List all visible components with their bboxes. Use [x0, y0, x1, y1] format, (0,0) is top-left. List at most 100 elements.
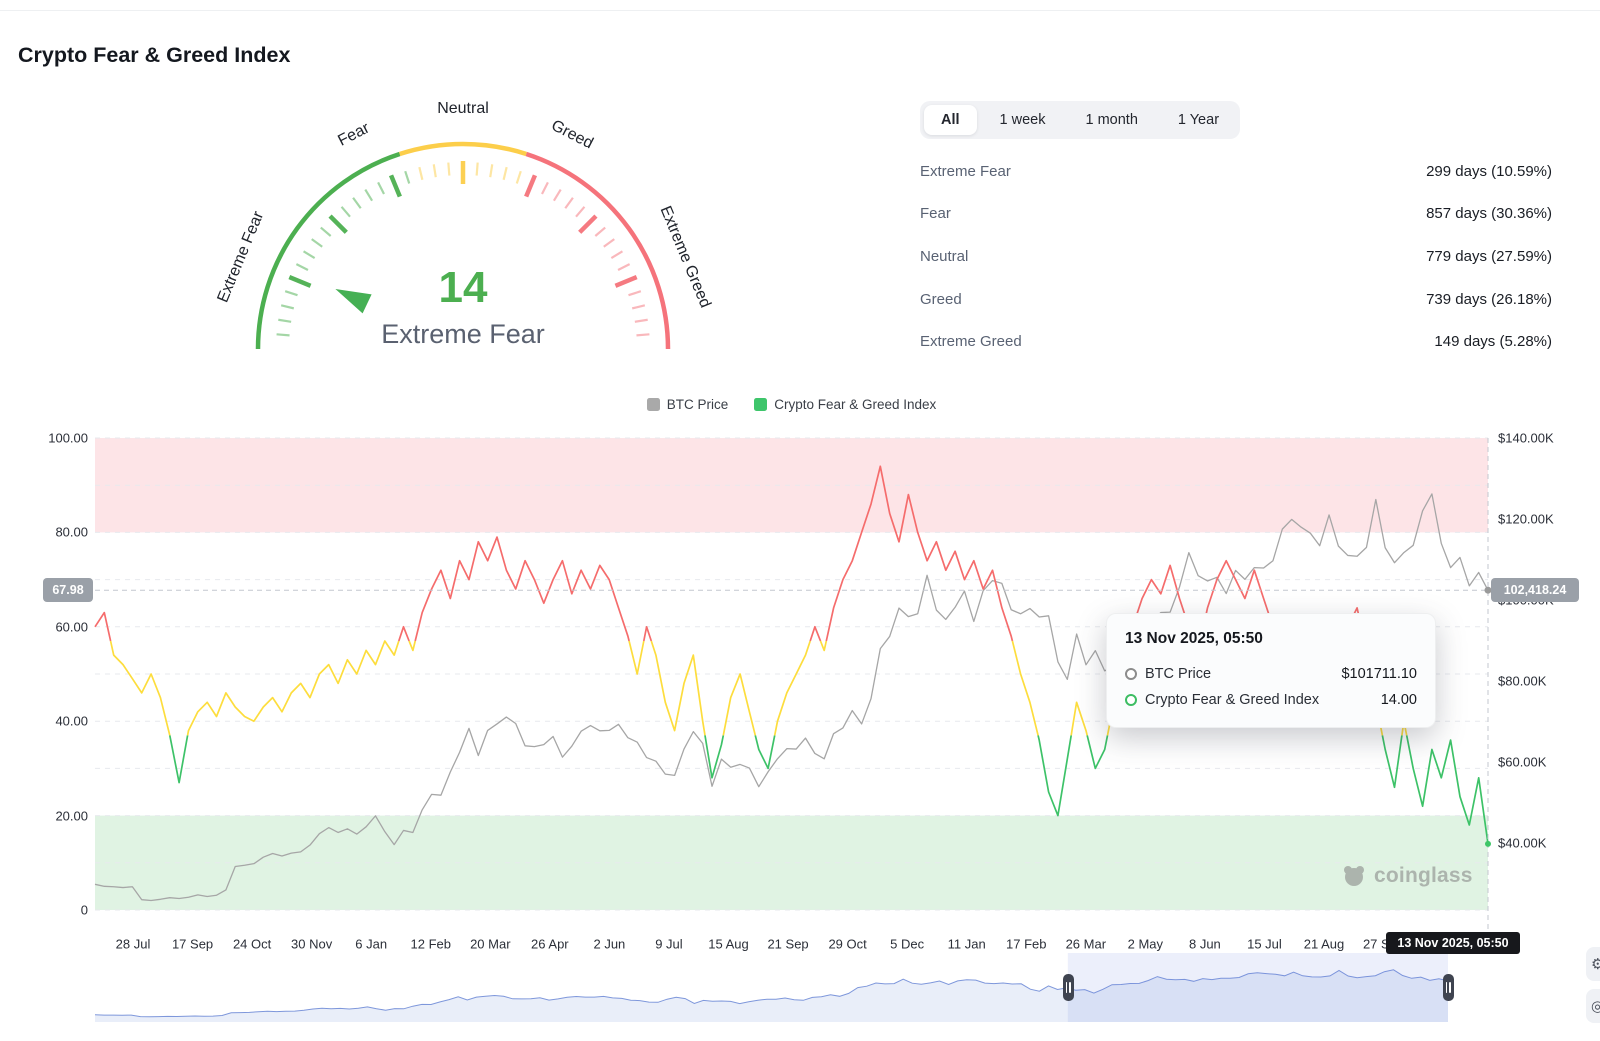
navigator-selection[interactable] — [1067, 953, 1448, 1022]
gauge-tick — [432, 164, 437, 178]
legend-label: BTC Price — [666, 397, 729, 412]
right-axis-label: $60.00K — [1498, 754, 1547, 770]
fear-greed-line — [397, 625, 410, 642]
gauge-tick — [320, 226, 332, 237]
chart-legend: BTC Price Crypto Fear & Greed Index — [95, 397, 1488, 412]
x-axis-label: 12 Feb — [410, 936, 451, 952]
gauge-tick — [552, 188, 562, 202]
range-tab-1-year[interactable]: 1 Year — [1161, 105, 1236, 135]
fear-greed-line — [1405, 735, 1489, 845]
stat-row: Greed 739 days (26.18%) — [920, 278, 1552, 321]
chart-snapshot-button[interactable]: ◎ — [1586, 989, 1600, 1023]
gauge-tick — [328, 214, 348, 234]
tooltip-series-label: Crypto Fear & Greed Index — [1145, 692, 1320, 708]
gauge-tick — [475, 162, 479, 176]
x-axis-label: 11 Jan — [947, 936, 986, 952]
range-tab-all[interactable]: All — [924, 105, 977, 135]
gauge-tick — [502, 166, 508, 181]
stat-value: 299 days (10.59%) — [1426, 162, 1552, 180]
crosshair-right-axis-badge: 102,418.24 — [1491, 578, 1579, 602]
crosshair-left-axis-badge: 67.98 — [43, 578, 93, 602]
stat-label: Extreme Greed — [920, 333, 1022, 351]
fear-greed-line — [819, 640, 828, 652]
gauge-tick — [280, 304, 295, 310]
x-axis-label: 21 Aug — [1303, 936, 1345, 952]
stat-label: Fear — [920, 205, 951, 223]
tooltip-series-label: BTC Price — [1145, 666, 1212, 682]
x-axis-label: 8 Jun — [1188, 936, 1221, 952]
fear-greed-line — [1037, 735, 1073, 817]
navigator-area[interactable] — [95, 969, 1448, 1022]
camera-icon: ◎ — [1591, 997, 1600, 1015]
right-axis-label: $80.00K — [1498, 673, 1547, 689]
stat-label: Greed — [920, 290, 962, 308]
x-axis-label: 20 Mar — [470, 936, 511, 952]
x-axis-label: 29 Oct — [828, 936, 867, 952]
gauge-tick — [284, 290, 298, 297]
legend-item-btc-price[interactable]: BTC Price — [646, 397, 729, 412]
stat-label: Extreme Fear — [920, 162, 1011, 180]
gauge-tick — [311, 238, 323, 248]
btc-last-point — [1484, 586, 1492, 594]
page-title: Crypto Fear & Greed Index — [18, 43, 291, 67]
tooltip-series-value: $101711.10 — [1341, 666, 1417, 682]
gauge-zone-label: Fear — [335, 119, 373, 149]
btc-price-line — [94, 493, 1489, 902]
range-tab-1-week[interactable]: 1 week — [983, 105, 1063, 135]
x-axis-label: 5 Dec — [890, 936, 925, 952]
gauge-arc — [255, 151, 401, 350]
tooltip-row: Crypto Fear & Greed Index 14.00 — [1125, 687, 1417, 713]
left-axis-label: 40.00 — [55, 713, 88, 729]
stat-value: 857 days (30.36%) — [1426, 205, 1552, 223]
gauge-tick — [564, 197, 574, 209]
gauge-tick — [418, 166, 424, 181]
gauge-tick — [364, 188, 374, 202]
fear-greed-line — [628, 640, 645, 675]
gauge-value: 14 — [439, 263, 488, 312]
right-axis-label: $120.00K — [1498, 511, 1554, 527]
fear-greed-line — [109, 640, 171, 736]
x-axis-label: 2 May — [1127, 936, 1164, 952]
chart-tooltip: 13 Nov 2025, 05:50 BTC Price $101711.10 Cr… — [1106, 613, 1436, 728]
x-axis-label: 28 Jul — [115, 936, 151, 952]
range-tab-1-month[interactable]: 1 month — [1068, 105, 1154, 135]
x-axis-label: 26 Mar — [1065, 936, 1107, 952]
legend-item-crypto-fear-greed-index[interactable]: Crypto Fear & Greed Index — [754, 397, 936, 412]
left-axis-label: 80.00 — [55, 524, 88, 540]
stat-value: 739 days (26.18%) — [1426, 290, 1552, 308]
legend-swatch — [754, 398, 768, 411]
stat-value: 149 days (5.28%) — [1434, 333, 1552, 351]
gauge-tick — [288, 274, 312, 288]
stat-row: Extreme Fear 299 days (10.59%) — [920, 150, 1552, 193]
fear-greed-line — [1086, 735, 1109, 770]
navigator-left-handle[interactable] — [1062, 973, 1074, 1001]
gauge-zone-label: Neutral — [437, 100, 489, 117]
stat-row: Extreme Greed 149 days (5.28%) — [920, 320, 1552, 363]
gauge-tick — [489, 164, 494, 178]
gauge-zone-label: Greed — [548, 117, 595, 152]
left-axis-label: 0 — [80, 902, 88, 918]
navigator-right-handle[interactable] — [1442, 973, 1454, 1001]
chart-settings-button[interactable]: ⚙ — [1586, 947, 1600, 981]
divider — [0, 10, 1600, 11]
tooltip-series-value: 14.00 — [1380, 692, 1417, 708]
gauge-tick — [594, 226, 606, 237]
gauge-arc — [399, 141, 527, 157]
gauge-tick — [617, 263, 631, 271]
gauge-tick — [340, 206, 351, 218]
stats-list: Extreme Fear 299 days (10.59%) Fear 857 day… — [920, 150, 1552, 363]
fear-greed-line — [722, 673, 757, 736]
right-axis-label: $40.00K — [1498, 835, 1547, 851]
legend-swatch — [646, 398, 660, 411]
gauge-tick — [302, 250, 316, 260]
gauge-tick — [636, 333, 650, 337]
gauge-tick — [404, 170, 411, 184]
tooltip-date: 13 Nov 2025, 05:50 — [1125, 630, 1263, 647]
fear-greed-line — [186, 640, 400, 736]
left-axis-label: 20.00 — [55, 808, 88, 824]
fear-greed-line — [168, 735, 189, 784]
tooltip-series-marker — [1125, 694, 1137, 706]
left-axis-label: 60.00 — [55, 619, 88, 635]
gauge-tick — [610, 250, 624, 260]
fear-greed-line — [94, 611, 112, 642]
